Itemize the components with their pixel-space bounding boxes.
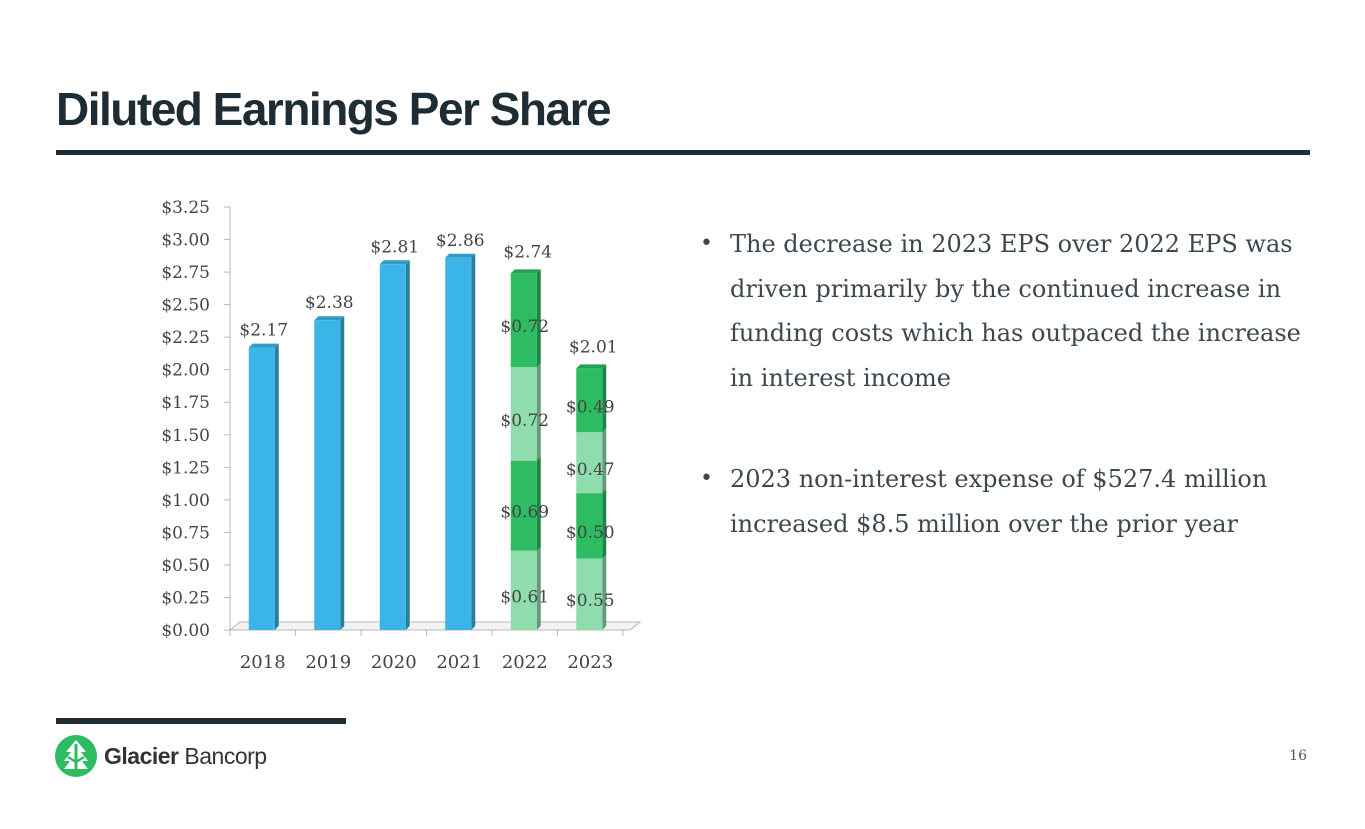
glacier-mountain-icon	[55, 735, 97, 777]
bar-2018-side	[274, 343, 279, 630]
page-number: 16	[1289, 748, 1307, 764]
bar-2021-side	[471, 253, 476, 630]
x-tick-label: 2018	[240, 652, 286, 673]
segment-2022-q1-side	[536, 546, 541, 630]
y-tick-label: $0.25	[161, 588, 210, 608]
total-label-2022: $2.74	[503, 242, 552, 262]
y-tick-label: $1.75	[161, 393, 210, 413]
x-tick-label: 2019	[305, 652, 351, 673]
y-tick-label: $1.25	[161, 458, 210, 478]
segment-2022-q4-side	[536, 269, 541, 368]
bullet-item: • 2023 non-interest expense of $527.4 mi…	[700, 457, 1310, 546]
logo-name-light: Bancorp	[178, 742, 267, 769]
segment-label-2022-q3: $0.72	[500, 411, 549, 431]
data-label-2020: $2.81	[370, 237, 419, 257]
segment-label-2023-q4: $0.49	[566, 397, 615, 417]
bar-2021-top	[445, 253, 476, 258]
slide-title: Diluted Earnings Per Share	[56, 83, 612, 135]
segment-2022-q1	[510, 550, 537, 630]
segment-2023-q4	[576, 368, 603, 433]
y-tick-label: $2.50	[161, 296, 210, 316]
y-tick-label: $2.00	[161, 361, 210, 381]
logo-name-bold: Glacier	[104, 742, 179, 769]
segment-label-2023-q1: $0.55	[566, 591, 615, 611]
y-tick-label: $0.75	[161, 523, 210, 543]
bar-2021	[445, 257, 472, 630]
data-label-2021: $2.86	[436, 231, 485, 251]
segment-2022-q2-side	[536, 456, 541, 551]
segment-2023-q2-side	[602, 489, 607, 559]
footer-rule	[56, 718, 346, 724]
segment-2023-q2	[576, 493, 603, 559]
segment-2023-q3-side	[602, 428, 607, 494]
x-tick-label: 2021	[436, 652, 482, 673]
bar-2019-side	[340, 316, 345, 630]
segment-2022-q4	[510, 273, 537, 368]
data-label-2019: $2.38	[305, 293, 354, 313]
segment-2023-q4-top	[576, 364, 607, 369]
segment-label-2022-q1: $0.61	[500, 587, 549, 607]
segment-2022-q3	[510, 367, 537, 461]
eps-chart: $0.00 $0.25 $0.50 $0.75 $1.00 $1.25 $1.50 $1.75…	[140, 185, 660, 685]
segment-2022-q3-side	[536, 363, 541, 461]
x-tick-label: 2023	[567, 652, 613, 673]
bullet-item: • The decrease in 2023 EPS over 2022 EPS…	[700, 222, 1310, 400]
data-label-2018: $2.17	[239, 321, 288, 341]
segment-2022-q2	[510, 460, 537, 551]
bar-2020	[379, 264, 406, 630]
bar-2019-top	[314, 316, 345, 321]
y-tick-label: $1.00	[161, 491, 210, 511]
segment-label-2022-q2: $0.69	[500, 503, 549, 523]
y-tick-label: $3.00	[161, 231, 210, 251]
bullet-text: The decrease in 2023 EPS over 2022 EPS w…	[730, 230, 1301, 392]
segment-2022-q4-top	[510, 269, 541, 274]
y-tick-label: $0.00	[161, 621, 210, 641]
segment-2023-q1-side	[602, 554, 607, 630]
bar-2018	[248, 347, 275, 630]
bullet-marker: •	[700, 231, 713, 256]
y-tick-label: $1.50	[161, 426, 210, 446]
y-tick-label: $2.75	[161, 263, 210, 283]
bar-2020-top	[379, 260, 410, 265]
segment-2023-q4-side	[602, 364, 607, 433]
bullet-list: • The decrease in 2023 EPS over 2022 EPS…	[700, 222, 1310, 603]
bar-2019	[314, 320, 341, 630]
company-logo: Glacier Bancorp	[55, 735, 267, 777]
total-label-2023: $2.01	[569, 337, 618, 357]
bar-2020-side	[405, 260, 410, 630]
bullet-marker: •	[700, 466, 713, 491]
y-tick-label: $0.50	[161, 556, 210, 576]
bar-2018-top	[248, 343, 279, 348]
bullet-text: 2023 non-interest expense of $527.4 mill…	[730, 465, 1268, 538]
segment-2023-q3	[576, 432, 603, 494]
x-tick-label: 2022	[502, 652, 548, 673]
eps-chart-svg: $0.00 $0.25 $0.50 $0.75 $1.00 $1.25 $1.50 $1.75…	[161, 198, 642, 673]
y-tick-label: $2.25	[161, 328, 210, 348]
segment-2023-q1	[576, 558, 603, 630]
x-tick-label: 2020	[371, 652, 417, 673]
segment-label-2022-q4: $0.72	[500, 317, 549, 337]
segment-label-2023-q2: $0.50	[566, 523, 615, 543]
y-tick-label: $3.25	[161, 198, 210, 218]
segment-label-2023-q3: $0.47	[566, 460, 615, 480]
title-underline	[56, 150, 1310, 155]
logo-wordmark: Glacier Bancorp	[104, 743, 267, 770]
